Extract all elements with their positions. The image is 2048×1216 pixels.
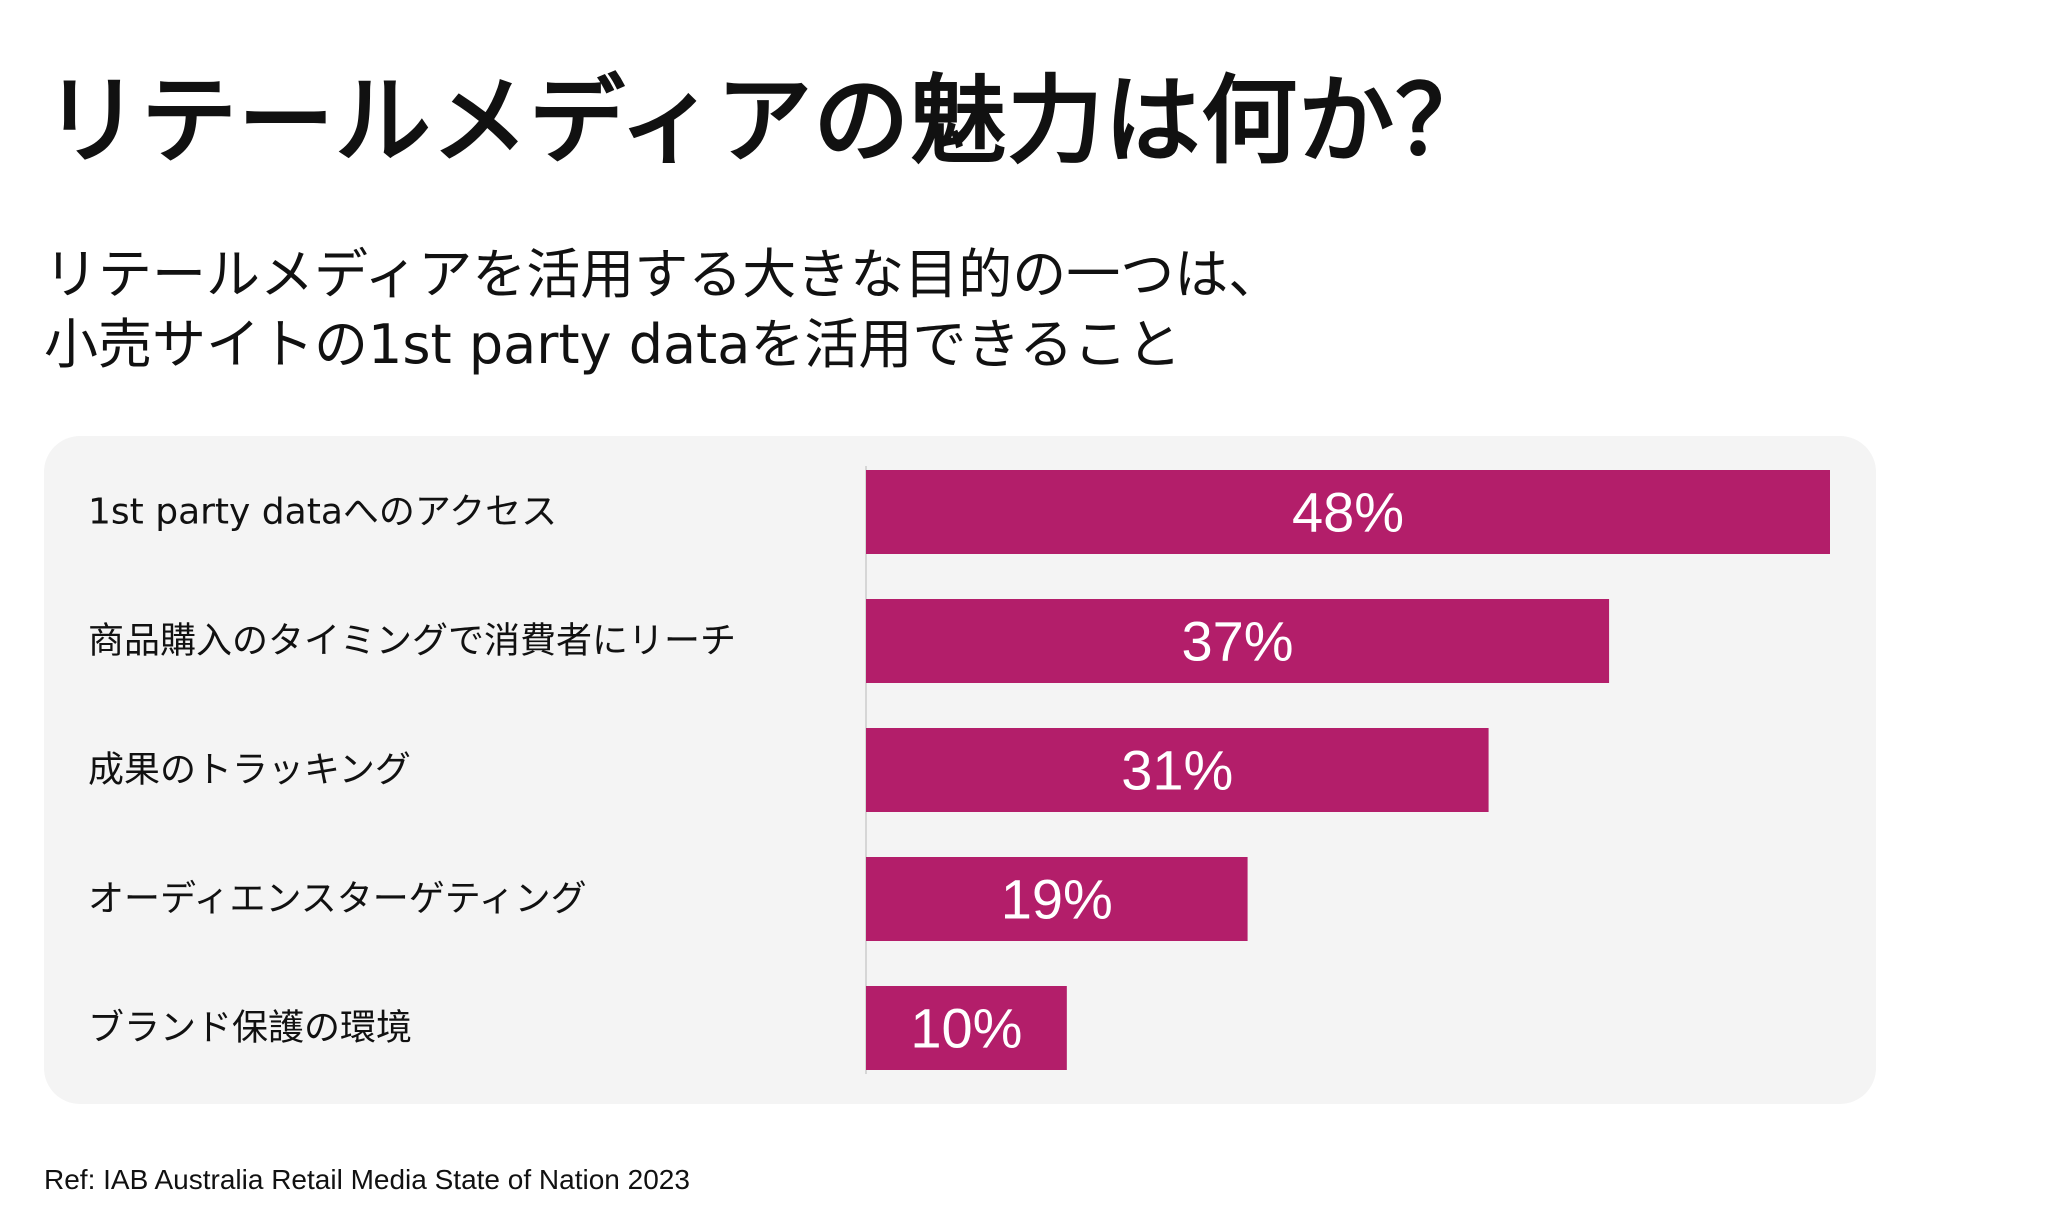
- bar-chart: 1st party dataへのアクセス 48% 商品購入のタイミングで消費者にリー…: [88, 466, 1830, 1074]
- category-label: 商品購入のタイミングで消費者にリーチ: [88, 621, 736, 662]
- bar-value-label: 19%: [1001, 868, 1113, 931]
- category-label: 成果のトラッキング: [88, 750, 411, 791]
- bar: [866, 857, 1248, 941]
- source-reference: Ref: IAB Australia Retail Media State of…: [44, 1164, 690, 1195]
- bar-value-label: 48%: [1292, 481, 1404, 544]
- page-title: リテールメディアの魅力は何か？: [44, 65, 1493, 177]
- bar: [866, 599, 1610, 683]
- bar-value-label: 31%: [1121, 739, 1233, 802]
- category-label: オーディエンスターゲティング: [88, 879, 587, 920]
- category-label: ブランド保護の環境: [88, 1008, 412, 1049]
- page-subtitle: リテールメディアを活用する大きな目的の一つは、 小売サイトの1st party …: [44, 240, 1282, 380]
- bar-value-label: 10%: [910, 997, 1022, 1060]
- chart-panel: 1st party dataへのアクセス 48% 商品購入のタイミングで消費者にリー…: [44, 436, 1876, 1104]
- bar: [866, 470, 1830, 554]
- bar-value-label: 37%: [1181, 610, 1293, 673]
- bar: [866, 728, 1489, 812]
- bar: [866, 986, 1067, 1070]
- subtitle-line-2: 小売サイトの1st party dataを活用できること: [44, 313, 1182, 376]
- category-label: 1st party dataへのアクセス: [88, 492, 557, 533]
- subtitle-line-1: リテールメディアを活用する大きな目的の一つは、: [44, 243, 1283, 306]
